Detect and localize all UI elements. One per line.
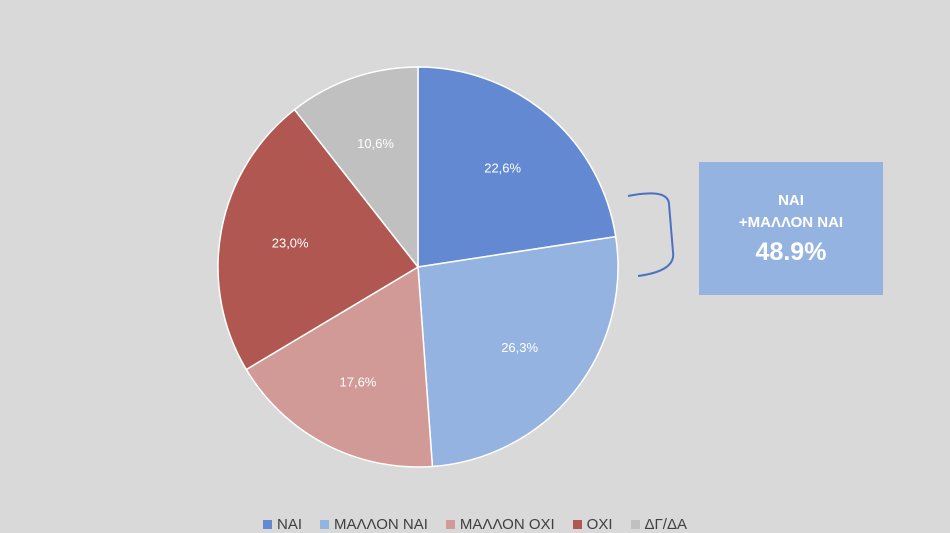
pie-slice-1 xyxy=(417,66,617,268)
legend-swatch xyxy=(630,520,640,529)
pie-slice-3 xyxy=(245,265,434,468)
callout-value: 48.9% xyxy=(755,237,827,266)
callout-bracket xyxy=(627,192,675,277)
pie-slice-5 xyxy=(293,66,419,270)
legend-swatch xyxy=(263,520,272,529)
legend-swatch xyxy=(320,520,330,529)
callout-line2: +ΜΑΛΛΟΝ ΝΑΙ xyxy=(738,213,844,231)
data-label-5: 10,6% xyxy=(357,136,394,151)
pie-slice-2 xyxy=(417,235,619,468)
legend-item-5: ΔΓ/ΔΑ xyxy=(630,516,687,533)
legend-label: ΟΧΙ xyxy=(586,516,613,533)
legend-label: ΜΑΛΛΟΝ ΟΧΙ xyxy=(459,516,555,533)
pie-slices xyxy=(217,66,619,468)
legend-item-4: ΟΧΙ xyxy=(572,516,613,533)
legend-swatch xyxy=(572,520,582,529)
callout-line1: ΝΑΙ xyxy=(778,191,804,209)
data-label-1: 22,6% xyxy=(484,160,521,175)
legend-item-2: ΜΑΛΛΟΝ ΝΑΙ xyxy=(320,516,428,533)
data-label-2: 26,3% xyxy=(501,340,538,355)
legend-item-3: ΜΑΛΛΟΝ ΟΧΙ xyxy=(445,516,555,533)
legend-swatch xyxy=(445,520,455,529)
legend-item-1: ΝΑΙ xyxy=(263,516,302,533)
legend-label: ΜΑΛΛΟΝ ΝΑΙ xyxy=(334,516,428,533)
data-label-3: 17,6% xyxy=(340,374,377,389)
pie-data-labels: 22,6% 26,3% 17,6% 23,0% 10,6% xyxy=(272,136,539,389)
chart-legend: ΝΑΙ ΜΑΛΛΟΝ ΝΑΙ ΜΑΛΛΟΝ ΟΧΙ ΟΧΙ ΔΓ/ΔΑ xyxy=(0,516,950,533)
data-label-4: 23,0% xyxy=(272,235,309,250)
legend-label: ΝΑΙ xyxy=(277,516,303,533)
pie-slice-4 xyxy=(217,108,420,371)
callout-box: ΝΑΙ +ΜΑΛΛΟΝ ΝΑΙ 48.9% xyxy=(699,162,883,295)
legend-label: ΔΓ/ΔΑ xyxy=(644,516,687,533)
